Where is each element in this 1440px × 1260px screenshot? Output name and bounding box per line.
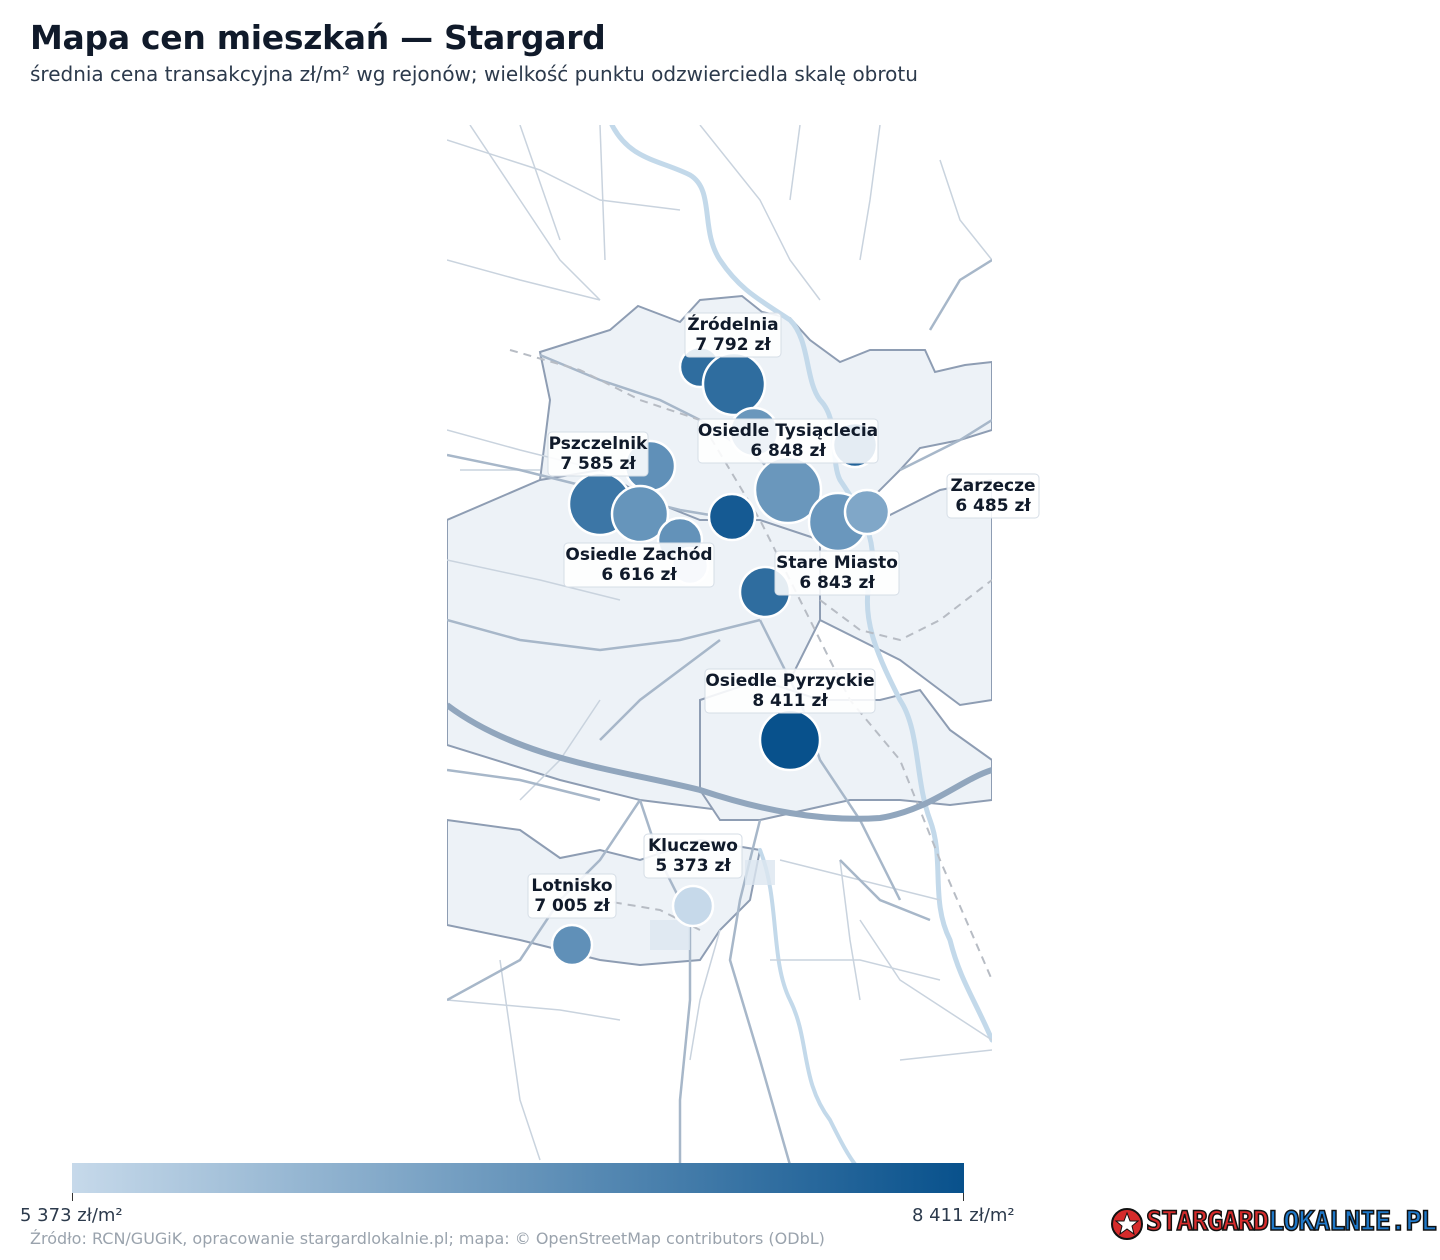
district-price: 7 792 zł	[695, 335, 771, 355]
price-bubble[interactable]	[843, 488, 891, 536]
district-price: 7 585 zł	[560, 454, 636, 474]
site-logo[interactable]: STARGARDLOKALNIE.PL	[1108, 1203, 1438, 1245]
label-box	[643, 833, 743, 879]
price-bubble[interactable]	[550, 923, 594, 967]
source-note: Źródło: RCN/GUGiK, opracowanie stargardl…	[30, 1229, 825, 1248]
colorbar-min-label: 5 373 zł/m²	[20, 1205, 123, 1226]
district-name: Osiedle Zachód	[565, 545, 712, 565]
label-box	[684, 312, 782, 358]
district-name: Zarzecze	[950, 476, 1035, 496]
colorbar-max-tick	[963, 1193, 964, 1201]
district-price: 6 616 zł	[601, 565, 677, 585]
district-price: 7 005 zł	[534, 896, 610, 916]
logo-text-part1: STARGARD	[1145, 1205, 1270, 1238]
district-price: 6 848 zł	[750, 441, 826, 461]
price-bubble[interactable]	[671, 884, 715, 928]
basemap	[447, 125, 992, 1165]
logo-emblem-icon	[1111, 1208, 1143, 1240]
label-box	[774, 550, 900, 596]
logo-text-part2: LOKALNIE.PL	[1267, 1205, 1437, 1238]
label-box	[946, 473, 1040, 519]
district-price: 5 373 zł	[655, 856, 731, 876]
district-name: Kluczewo	[648, 836, 738, 856]
price-colorbar	[72, 1163, 964, 1193]
price-bubble[interactable]	[758, 708, 822, 772]
district-name: Pszczelnik	[549, 434, 648, 454]
price-bubble[interactable]	[701, 351, 767, 417]
label-box	[697, 418, 879, 464]
district-price: 6 485 zł	[955, 496, 1031, 516]
colorbar-max-label: 8 411 zł/m²	[912, 1205, 1015, 1226]
district-name: Osiedle Tysiąclecia	[698, 421, 878, 441]
district-name: Stare Miasto	[776, 553, 898, 573]
page-title: Mapa cen mieszkań — Stargard	[30, 18, 606, 57]
price-bubble[interactable]	[610, 484, 670, 544]
district-price: 8 411 zł	[752, 691, 828, 711]
logo-text: STARGARDLOKALNIE.PL	[1145, 1205, 1437, 1238]
district-name: Lotnisko	[531, 876, 612, 896]
price-bubble[interactable]	[707, 492, 757, 542]
district-name: Osiedle Pyrzyckie	[705, 671, 874, 691]
district-price: 6 843 zł	[799, 573, 875, 593]
district-name: Źródelnia	[687, 313, 778, 335]
label-box	[547, 431, 649, 477]
colorbar-min-tick	[72, 1193, 73, 1201]
label-box	[563, 542, 715, 588]
page-subtitle: średnia cena transakcyjna zł/m² wg rejon…	[30, 62, 918, 86]
label-box	[704, 668, 876, 714]
label-box	[527, 873, 617, 919]
